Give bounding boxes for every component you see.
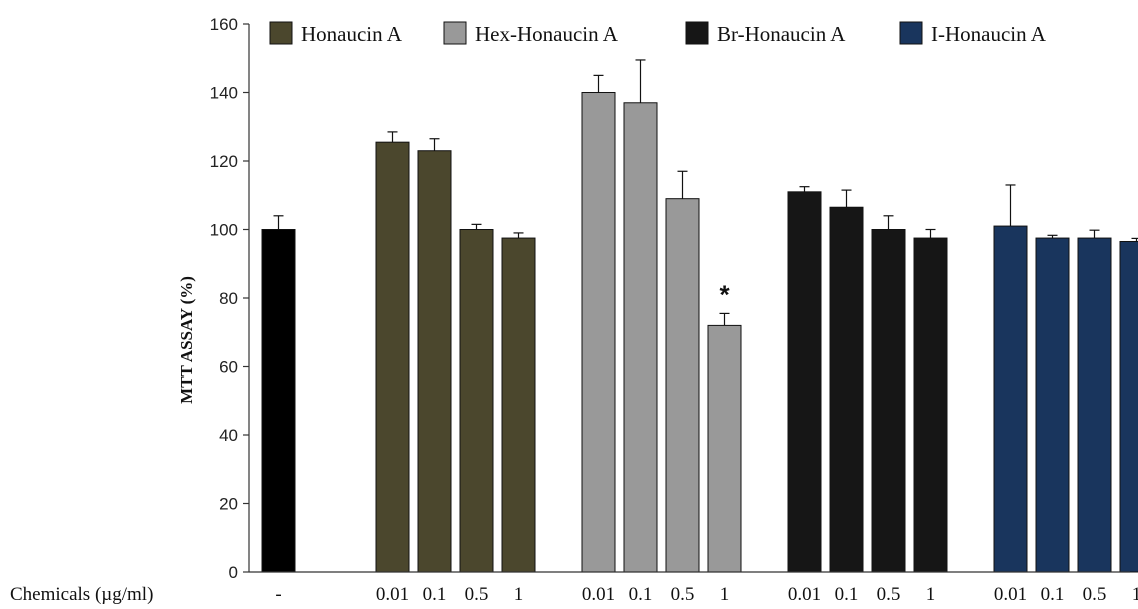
x-tick-label: 0.5 <box>465 584 489 605</box>
x-tick-label: 0.01 <box>582 584 615 605</box>
bar <box>913 237 948 573</box>
bar <box>665 198 700 573</box>
bar <box>1119 240 1138 573</box>
y-tick-label: 100 <box>210 221 238 240</box>
bar <box>581 92 616 573</box>
y-tick-label: 60 <box>219 358 238 377</box>
y-axis: 0 20 40 60 80 100 120 140 160 <box>210 15 250 582</box>
x-tick-label: 1 <box>514 584 524 605</box>
legend-swatch <box>899 21 923 45</box>
bar <box>623 102 658 573</box>
legend-label: Hex-Honaucin A <box>475 22 619 46</box>
legend-swatch <box>269 21 293 45</box>
bar <box>707 324 742 573</box>
bar <box>829 206 864 573</box>
x-tick-label: - <box>275 584 281 605</box>
bar <box>871 229 906 573</box>
x-tick-label: 0.1 <box>423 584 447 605</box>
bar <box>459 229 494 573</box>
x-axis-title: Chemicals (µg/ml) <box>10 584 153 605</box>
legend-label: I-Honaucin A <box>931 22 1047 46</box>
y-tick-label: 120 <box>210 152 238 171</box>
x-tick-label: 0.5 <box>1083 584 1107 605</box>
x-tick-label: 0.01 <box>994 584 1027 605</box>
bars: * <box>261 59 1138 573</box>
legend-label: Honaucin A <box>301 22 403 46</box>
y-tick-label: 0 <box>229 563 238 582</box>
bar <box>1077 237 1112 573</box>
y-axis-label: MTT ASSAY (%) <box>177 276 196 404</box>
y-tick-label: 40 <box>219 426 238 445</box>
y-tick-label: 20 <box>219 495 238 514</box>
legend-swatch <box>685 21 709 45</box>
x-tick-label: 0.5 <box>877 584 901 605</box>
x-tick-label: 0.01 <box>376 584 409 605</box>
bar <box>261 229 296 573</box>
bar <box>993 225 1028 573</box>
bar <box>375 141 410 573</box>
y-tick-label: 160 <box>210 15 238 34</box>
x-tick-label: 1 <box>1132 584 1138 605</box>
legend-swatch <box>443 21 467 45</box>
x-tick-label: 0.1 <box>629 584 653 605</box>
legend-label: Br-Honaucin A <box>717 22 846 46</box>
bar <box>787 191 822 573</box>
x-axis: - 0.01 0.1 0.5 1 0.01 0.1 0.5 1 0.01 0.1 0.5 1 0.01 0.… <box>249 571 1138 605</box>
x-tick-label: 0.1 <box>835 584 859 605</box>
x-tick-label: 0.1 <box>1041 584 1065 605</box>
x-tick-label: 1 <box>926 584 936 605</box>
bar <box>501 237 536 573</box>
x-tick-label: 1 <box>720 584 730 605</box>
x-tick-label: 0.5 <box>671 584 695 605</box>
y-tick-label: 80 <box>219 289 238 308</box>
bar <box>417 150 452 573</box>
x-tick-label: 0.01 <box>788 584 821 605</box>
significance-marker: * <box>719 279 730 309</box>
bar <box>1035 237 1070 573</box>
y-tick-label: 140 <box>210 84 238 103</box>
legend: Honaucin A Hex-Honaucin A Br-Honaucin A I-H… <box>269 21 1047 46</box>
